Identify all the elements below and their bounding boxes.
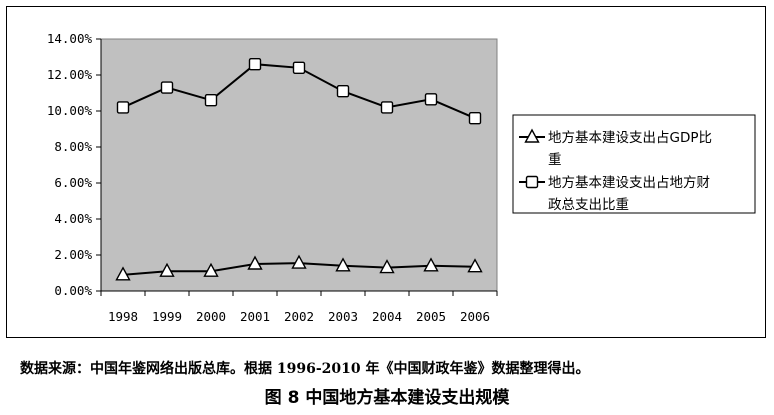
y-tick-label: 4.00%	[54, 211, 92, 226]
chart-frame: 14.00% 12.00% 10.00% 8.00% 6.00% 4.00% 2.00% 0.…	[6, 6, 766, 338]
square-point	[116, 101, 130, 114]
x-tick-label: 2001	[240, 309, 270, 324]
y-tick-label: 14.00%	[47, 31, 93, 46]
x-tick-label: 2000	[196, 309, 226, 324]
square-point	[204, 93, 218, 107]
axes: 14.00% 12.00% 10.00% 8.00% 6.00% 4.00% 2.00% 0.…	[47, 31, 498, 324]
legend-label: 政总支出比重	[548, 197, 629, 213]
y-tick-label: 12.00%	[47, 67, 93, 82]
square-point	[525, 175, 539, 189]
triangle-point	[247, 255, 263, 270]
legend-label: 重	[548, 152, 562, 168]
square-point	[248, 58, 262, 71]
source-note: 数据来源：中国年鉴网络出版总库。根据 1996-2010 年《中国财政年鉴》数据…	[20, 361, 590, 377]
x-tick-label: 2002	[284, 309, 314, 324]
plot-area	[100, 38, 498, 292]
square-point	[468, 111, 482, 125]
legend-label: 地方基本建设支出占GDP比	[548, 129, 712, 146]
triangle-point	[379, 259, 395, 274]
legend-box	[512, 114, 756, 214]
y-tick-label: 10.00%	[47, 103, 93, 118]
legend-label: 地方基本建设支出占地方财	[548, 174, 710, 191]
x-tick-label: 2004	[372, 309, 402, 324]
series-layer	[115, 58, 483, 281]
square-point	[292, 61, 306, 74]
triangle-point	[291, 254, 307, 269]
x-tick-label: 1999	[152, 309, 182, 324]
y-tick-label: 8.00%	[54, 139, 92, 154]
line-chart: 14.00% 12.00% 10.00% 8.00% 6.00% 4.00% 2.00% 0.…	[47, 31, 756, 324]
triangle-point	[115, 266, 131, 281]
square-point	[424, 93, 438, 106]
triangle-point	[423, 257, 439, 272]
triangle-point	[524, 128, 540, 143]
triangle-point	[203, 262, 219, 277]
x-tick-label: 2003	[328, 309, 358, 324]
y-tick-label: 2.00%	[54, 247, 92, 262]
triangle-point	[159, 262, 175, 277]
square-point	[380, 101, 394, 114]
square-point	[160, 81, 174, 94]
figure-caption: 图 8 中国地方基本建设支出规模	[264, 388, 510, 408]
triangle-point	[335, 257, 351, 272]
triangle-point	[467, 258, 483, 273]
y-tick-label: 0.00%	[54, 283, 92, 298]
x-tick-label: 2006	[460, 309, 490, 324]
x-tick-label: 1998	[108, 309, 138, 324]
y-tick-label: 6.00%	[54, 175, 92, 190]
x-tick-label: 2005	[416, 309, 446, 324]
square-point	[336, 84, 350, 98]
